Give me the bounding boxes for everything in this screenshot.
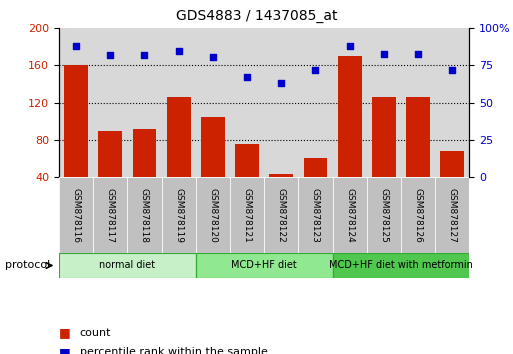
- FancyBboxPatch shape: [196, 177, 230, 253]
- Text: GSM878119: GSM878119: [174, 188, 183, 242]
- Text: MCD+HF diet: MCD+HF diet: [231, 261, 297, 270]
- Bar: [167, 97, 191, 214]
- Text: GSM878126: GSM878126: [413, 188, 423, 242]
- FancyBboxPatch shape: [59, 177, 93, 253]
- Text: ■: ■: [59, 326, 71, 339]
- Bar: [201, 116, 225, 214]
- Text: GDS4883 / 1437085_at: GDS4883 / 1437085_at: [176, 9, 337, 23]
- FancyBboxPatch shape: [332, 177, 367, 253]
- Text: GSM878121: GSM878121: [243, 188, 251, 242]
- Point: [448, 67, 457, 73]
- Point: [141, 52, 149, 58]
- Point: [243, 75, 251, 80]
- FancyBboxPatch shape: [93, 177, 127, 253]
- FancyBboxPatch shape: [264, 177, 299, 253]
- FancyBboxPatch shape: [196, 253, 332, 278]
- Bar: [64, 65, 88, 214]
- Bar: [440, 151, 464, 214]
- FancyBboxPatch shape: [332, 253, 469, 278]
- Text: GSM878122: GSM878122: [277, 188, 286, 242]
- Text: GSM878127: GSM878127: [448, 188, 457, 242]
- Bar: [304, 159, 327, 214]
- Text: GSM878116: GSM878116: [72, 188, 81, 242]
- FancyBboxPatch shape: [162, 177, 196, 253]
- FancyBboxPatch shape: [401, 177, 435, 253]
- Point: [209, 54, 217, 59]
- FancyBboxPatch shape: [367, 177, 401, 253]
- Text: GSM878125: GSM878125: [380, 188, 388, 242]
- Text: GSM878118: GSM878118: [140, 188, 149, 242]
- Text: GSM878123: GSM878123: [311, 188, 320, 242]
- Bar: [372, 97, 396, 214]
- Point: [311, 67, 320, 73]
- Bar: [269, 174, 293, 214]
- Text: normal diet: normal diet: [100, 261, 155, 270]
- FancyBboxPatch shape: [127, 177, 162, 253]
- Text: GSM878117: GSM878117: [106, 188, 115, 242]
- Point: [72, 43, 80, 49]
- Point: [380, 51, 388, 56]
- Text: GSM878120: GSM878120: [208, 188, 218, 242]
- Bar: [132, 129, 156, 214]
- FancyBboxPatch shape: [59, 253, 196, 278]
- Bar: [235, 144, 259, 214]
- FancyBboxPatch shape: [299, 177, 332, 253]
- Point: [174, 48, 183, 53]
- Text: MCD+HF diet with metformin: MCD+HF diet with metformin: [329, 261, 473, 270]
- Point: [106, 52, 114, 58]
- Bar: [98, 131, 122, 214]
- Text: ■: ■: [59, 346, 71, 354]
- Point: [414, 51, 422, 56]
- Bar: [338, 56, 362, 214]
- Text: GSM878124: GSM878124: [345, 188, 354, 242]
- Text: percentile rank within the sample: percentile rank within the sample: [80, 347, 267, 354]
- Text: count: count: [80, 328, 111, 338]
- FancyBboxPatch shape: [230, 177, 264, 253]
- Point: [346, 43, 354, 49]
- Bar: [406, 97, 430, 214]
- Point: [277, 80, 285, 86]
- FancyBboxPatch shape: [435, 177, 469, 253]
- Text: protocol: protocol: [5, 261, 50, 270]
